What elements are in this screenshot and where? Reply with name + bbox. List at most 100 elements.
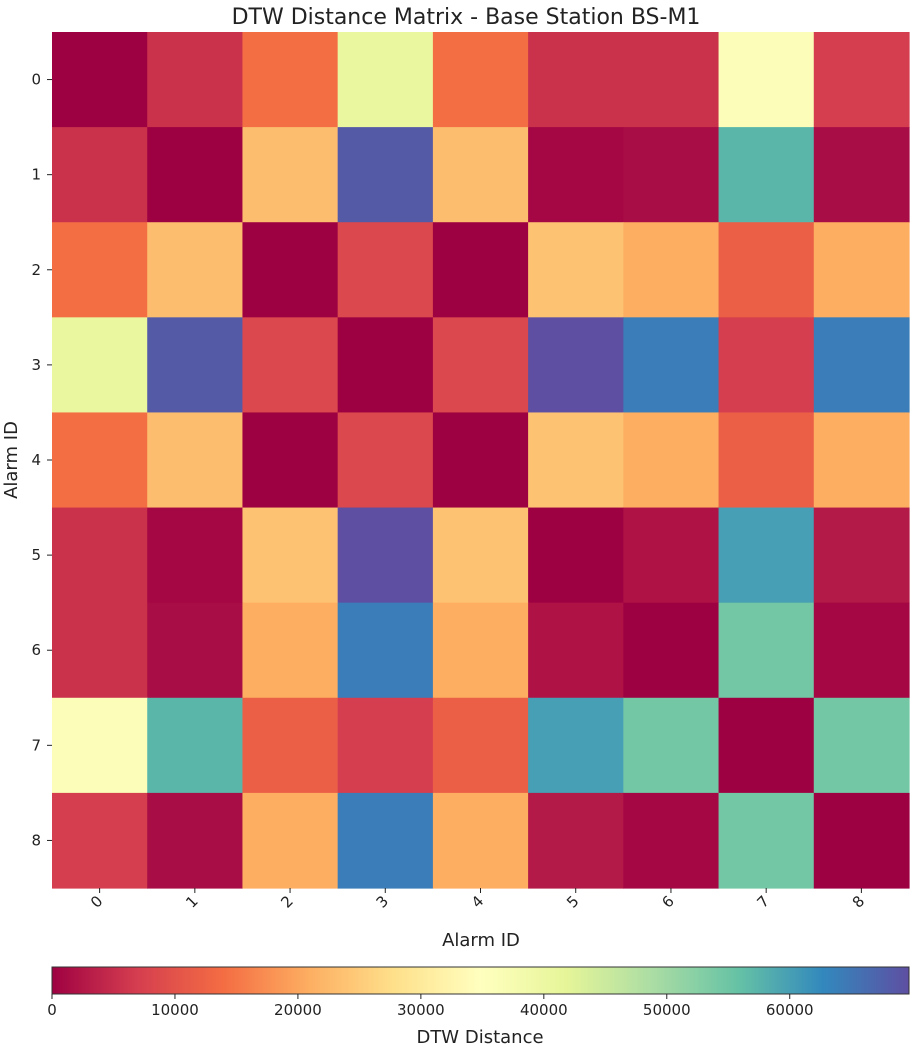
colorbar-tick-label: 40000	[520, 1001, 568, 1019]
heatmap-cell-7-5	[528, 697, 624, 794]
heatmap-cell-7-0	[52, 697, 148, 794]
heatmap-cell-2-7	[718, 222, 815, 318]
y-tick-label: 3	[31, 356, 41, 374]
heatmap-cell-6-4	[432, 602, 529, 699]
x-axis-label: Alarm ID	[442, 930, 520, 951]
heatmap-cell-0-8	[813, 32, 910, 128]
y-tick-label: 5	[31, 546, 41, 564]
y-axis-label: Alarm ID	[1, 421, 22, 499]
heatmap-cell-5-0	[52, 507, 148, 604]
heatmap-cell-5-7	[718, 507, 815, 604]
heatmap-cell-6-8	[813, 602, 910, 699]
heatmap-cell-0-3	[337, 32, 434, 128]
x-axis-ticks: 0 1 2 3 4 5 6 7 8	[87, 888, 868, 912]
heatmap-cell-7-4	[432, 697, 529, 794]
heatmap-cell-7-7	[718, 697, 815, 794]
heatmap-cell-8-7	[718, 792, 815, 889]
heatmap-cell-0-5	[528, 32, 624, 128]
heatmap-cell-8-4	[432, 792, 529, 889]
heatmap-cell-7-6	[623, 697, 720, 794]
heatmap-cell-1-7	[718, 127, 815, 223]
heatmap-cell-8-3	[337, 792, 434, 889]
x-tick-label: 8	[849, 892, 868, 911]
x-tick-label: 4	[468, 892, 487, 911]
chart-title: DTW Distance Matrix - Base Station BS-M1	[232, 5, 701, 30]
heatmap-cell-0-2	[242, 32, 339, 128]
heatmap-cell-6-0	[52, 602, 148, 699]
x-tick-label: 2	[277, 892, 296, 911]
heatmap-cell-5-3	[337, 507, 434, 604]
y-axis-ticks: 0 1 2 3 4 5 6 7 8	[31, 71, 52, 849]
heatmap-cell-6-3	[337, 602, 434, 699]
heatmap-cell-2-5	[528, 222, 624, 318]
heatmap-cell-6-6	[623, 602, 720, 699]
heatmap-cell-2-2	[242, 222, 339, 318]
heatmap-cell-6-2	[242, 602, 339, 699]
heatmap-cell-0-6	[623, 32, 720, 128]
y-tick-label: 6	[31, 641, 41, 659]
heatmap-cell-4-8	[813, 412, 910, 509]
heatmap-cell-5-6	[623, 507, 720, 604]
heatmap-cell-4-0	[52, 412, 148, 509]
heatmap-cell-1-1	[147, 127, 244, 223]
x-tick-label: 3	[373, 892, 392, 911]
heatmap-cell-3-2	[242, 317, 339, 414]
heatmap-cell-5-2	[242, 507, 339, 604]
y-tick-label: 4	[31, 451, 41, 469]
heatmap-cell-4-1	[147, 412, 244, 509]
heatmap-cell-2-4	[432, 222, 529, 318]
heatmap-cell-2-8	[813, 222, 910, 318]
y-tick-label: 7	[31, 736, 41, 754]
heatmap-cell-3-5	[528, 317, 624, 414]
heatmap-cell-8-5	[528, 792, 624, 889]
heatmap-cell-5-5	[528, 507, 624, 604]
heatmap-cell-1-6	[623, 127, 720, 223]
heatmap-cell-0-1	[147, 32, 244, 128]
heatmap-cell-2-3	[337, 222, 434, 318]
heatmap-cell-0-0	[52, 32, 148, 128]
heatmap-cell-1-5	[528, 127, 624, 223]
colorbar-tick-label: 20000	[274, 1001, 322, 1019]
heatmap-cell-0-4	[432, 32, 529, 128]
heatmap-cell-3-8	[813, 317, 910, 414]
y-tick-label: 1	[31, 166, 41, 184]
heatmap-cell-1-2	[242, 127, 339, 223]
heatmap-cell-8-1	[147, 792, 244, 889]
heatmap-cell-3-6	[623, 317, 720, 414]
x-tick-label: 5	[563, 892, 582, 911]
y-tick-label: 2	[31, 261, 41, 279]
heatmap-cell-4-7	[718, 412, 815, 509]
colorbar-label: DTW Distance	[416, 1027, 543, 1048]
heatmap-cell-5-1	[147, 507, 244, 604]
heatmap-cell-3-1	[147, 317, 244, 414]
y-tick-label: 8	[31, 831, 41, 849]
colorbar-ticks: 0 10000 20000 30000 40000 50000 60000	[47, 994, 814, 1019]
heatmap-cell-8-2	[242, 792, 339, 889]
heatmap-cell-2-1	[147, 222, 244, 318]
heatmap-cell-7-2	[242, 697, 339, 794]
colorbar	[51, 966, 910, 995]
heatmap-cell-3-7	[718, 317, 815, 414]
heatmap-cell-4-4	[432, 412, 529, 509]
heatmap-cell-5-8	[813, 507, 910, 604]
heatmap-cell-2-6	[623, 222, 720, 318]
heatmap-cell-7-3	[337, 697, 434, 794]
heatmap-cell-3-3	[337, 317, 434, 414]
y-tick-label: 0	[31, 71, 41, 89]
heatmap-cell-6-5	[528, 602, 624, 699]
heatmap-cell-7-1	[147, 697, 244, 794]
heatmap-cell-8-6	[623, 792, 720, 889]
x-tick-label: 1	[182, 892, 201, 911]
colorbar-tick-label: 50000	[643, 1001, 691, 1019]
x-tick-label: 6	[658, 892, 677, 911]
heatmap-cell-3-0	[52, 317, 148, 414]
heatmap-cell-4-5	[528, 412, 624, 509]
heatmap-cell-1-3	[337, 127, 434, 223]
x-tick-label: 0	[87, 892, 106, 911]
heatmap-cell-1-0	[52, 127, 148, 223]
heatmap-cell-4-2	[242, 412, 339, 509]
heatmap-cell-0-7	[718, 32, 815, 128]
colorbar-tick-label: 0	[47, 1001, 57, 1019]
heatmap-cell-4-3	[337, 412, 434, 509]
